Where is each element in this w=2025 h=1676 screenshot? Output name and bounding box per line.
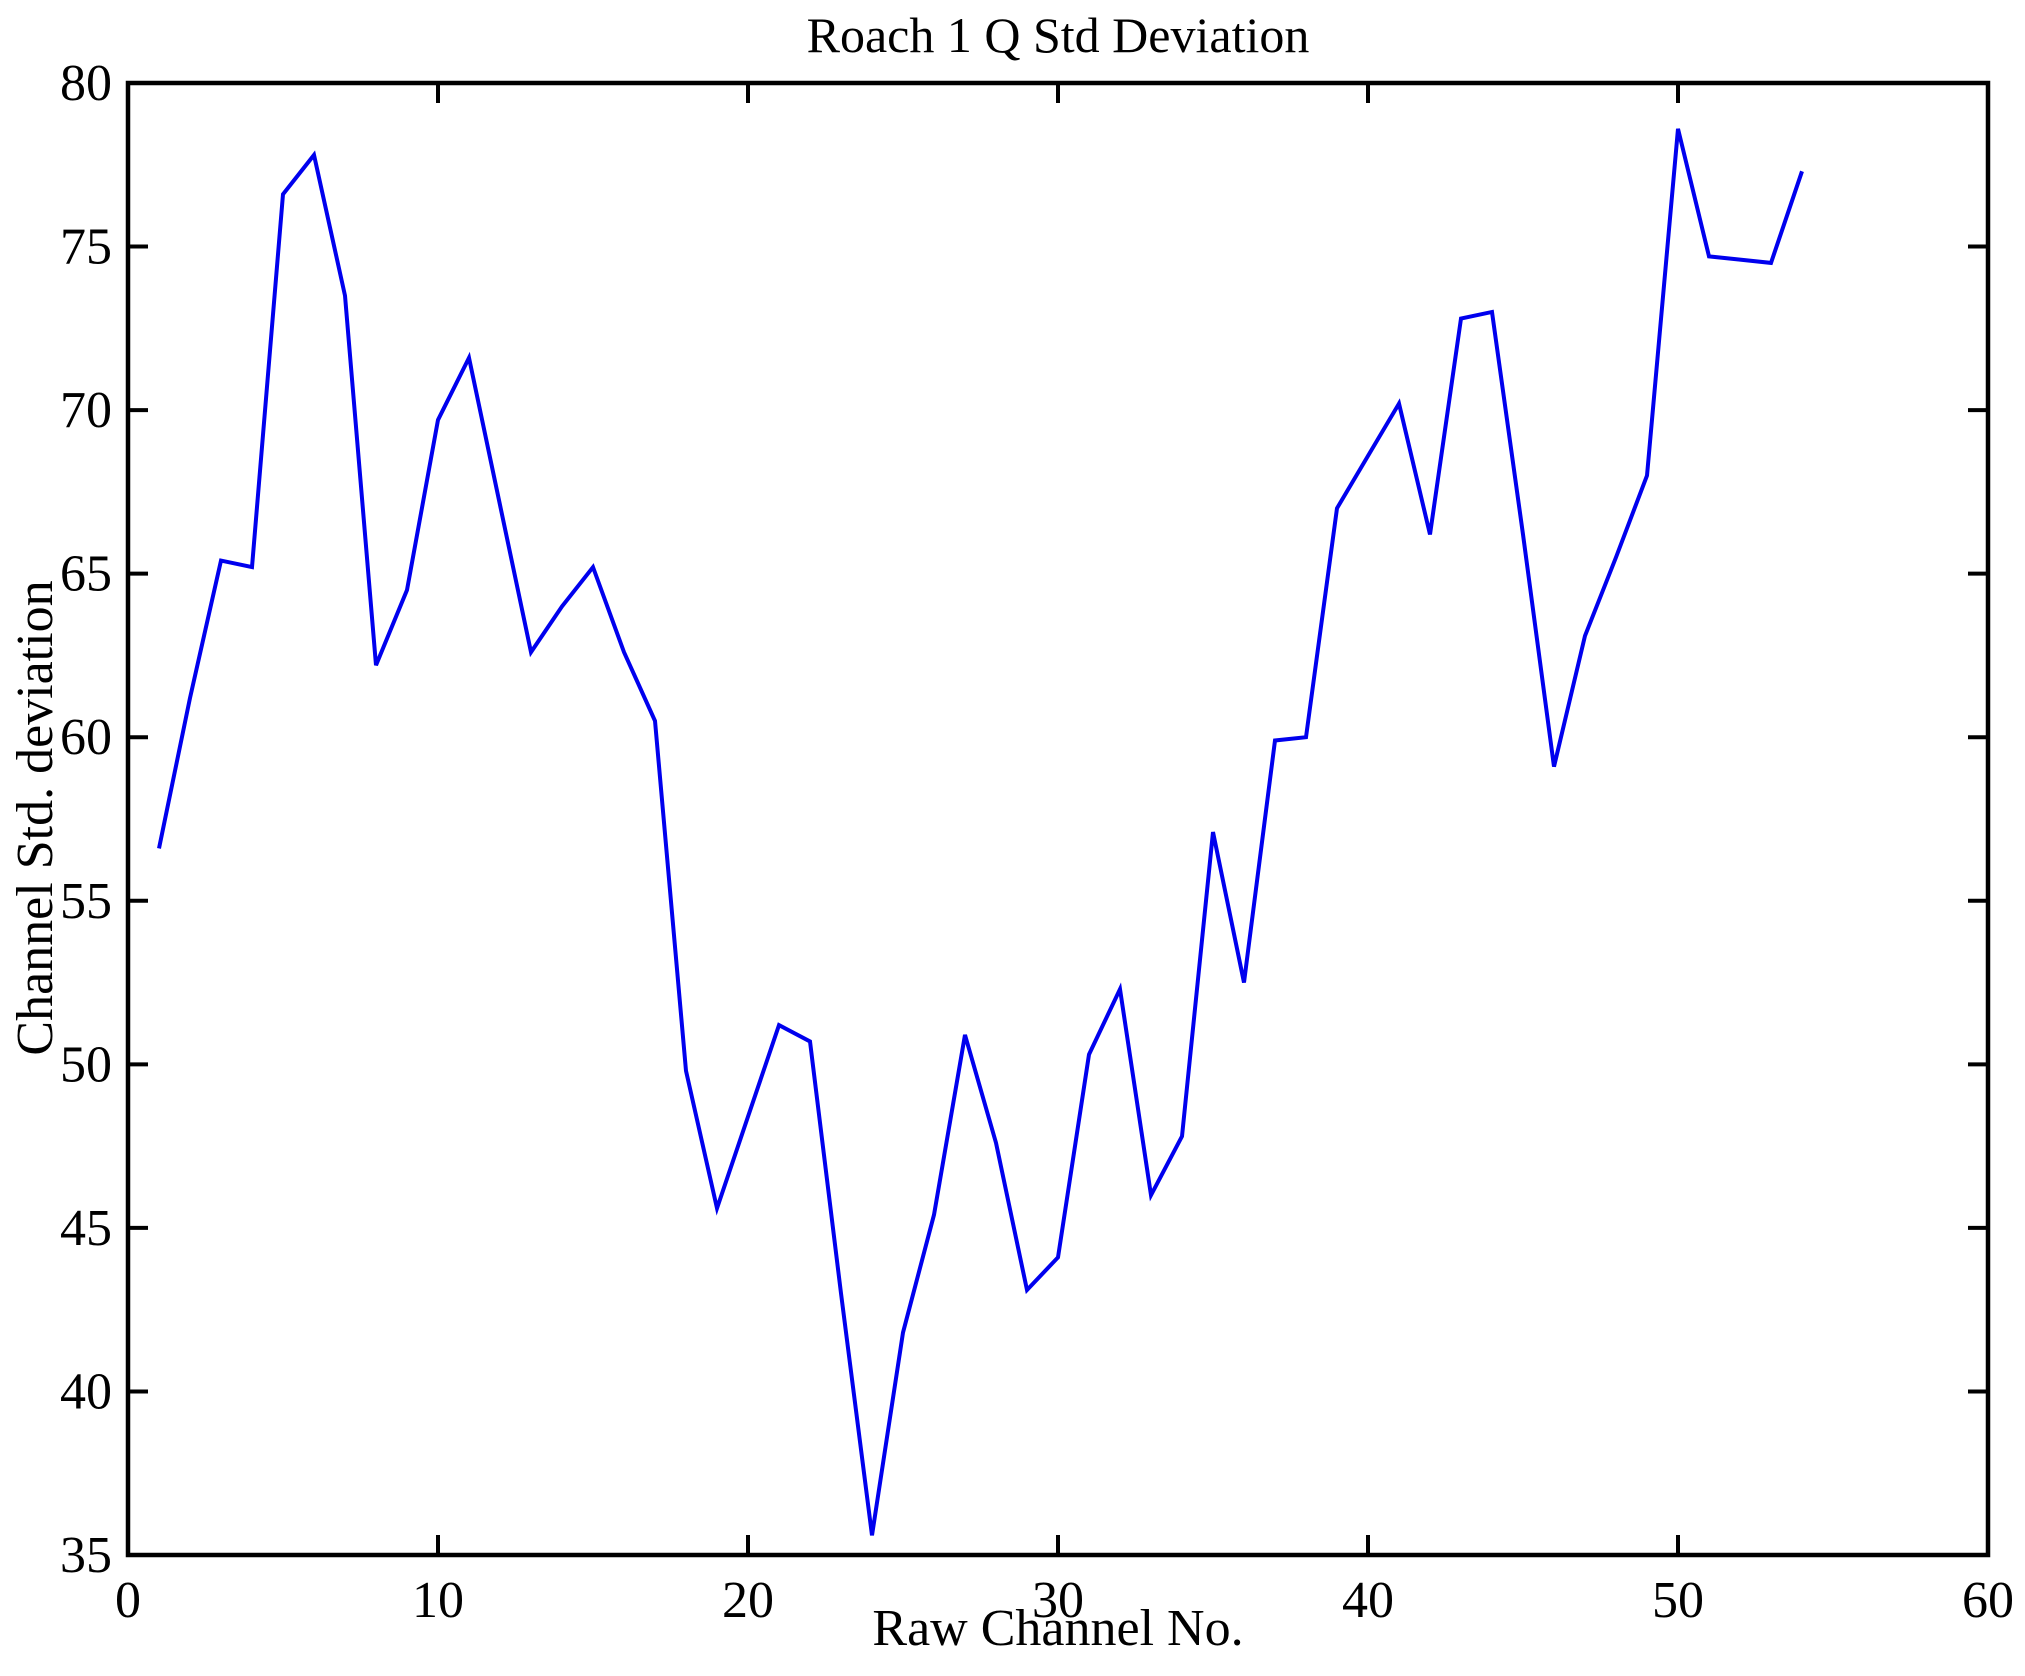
x-tick-label: 20 xyxy=(722,1572,774,1629)
x-axis-label: Raw Channel No. xyxy=(872,1600,1243,1657)
x-tick-label: 40 xyxy=(1342,1572,1394,1629)
axis-ticks xyxy=(126,81,1990,1557)
chart-title: Roach 1 Q Std Deviation xyxy=(807,7,1310,63)
axis-tick-labels: 0 10 20 30 40 50 60 35 40 45 50 55 60 65 70 75 80 xyxy=(60,55,2014,1629)
x-tick-label: 0 xyxy=(115,1572,141,1629)
x-tick-label: 30 xyxy=(1032,1572,1084,1629)
y-axis-label: Channel Std. deviation xyxy=(7,580,64,1055)
y-tick-label: 45 xyxy=(60,1200,112,1257)
data-line xyxy=(157,128,1804,1536)
x-tick-label: 60 xyxy=(1962,1572,2014,1629)
y-tick-label: 75 xyxy=(60,219,112,276)
y-tick-label: 55 xyxy=(60,873,112,930)
plot-frame xyxy=(125,80,1991,1558)
x-tick-label: 50 xyxy=(1652,1572,1704,1629)
y-tick-label: 70 xyxy=(60,382,112,439)
y-tick-label: 40 xyxy=(60,1363,112,1420)
y-tick-label: 35 xyxy=(60,1527,112,1584)
y-tick-label: 80 xyxy=(60,55,112,112)
y-tick-label: 60 xyxy=(60,709,112,766)
x-tick-label: 10 xyxy=(412,1572,464,1629)
y-tick-label: 50 xyxy=(60,1036,112,1093)
y-tick-label: 65 xyxy=(60,546,112,603)
